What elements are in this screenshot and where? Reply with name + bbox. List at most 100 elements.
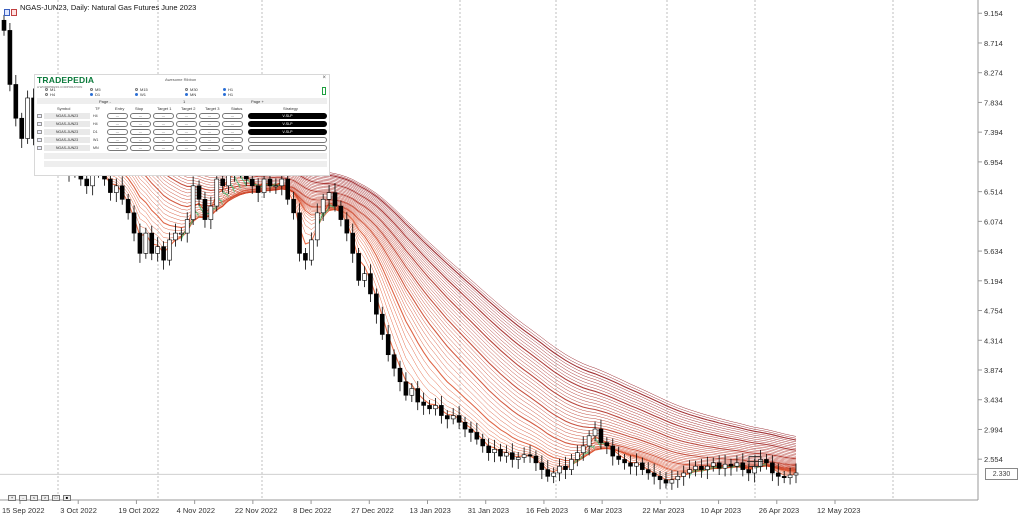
radio-icon	[223, 88, 226, 91]
x-tick-label: 10 Apr 2023	[701, 506, 741, 515]
close-icon[interactable]: ×	[322, 75, 326, 81]
zoom-control-button[interactable]: □	[52, 495, 60, 501]
bull-candle	[184, 219, 190, 234]
y-tick-label: 2.994	[984, 425, 1003, 434]
bear-candle	[651, 472, 657, 477]
bear-candle	[7, 30, 13, 85]
strategy-button[interactable]: V-SLP	[248, 129, 327, 135]
timeframe-label: MN	[190, 92, 197, 97]
timeframe-option[interactable]: H1	[223, 92, 233, 97]
chart-window-icon[interactable]	[4, 3, 18, 16]
zoom-control-button[interactable]: >	[41, 495, 49, 501]
timeframe-option[interactable]: M30	[185, 87, 198, 92]
timeframe-option[interactable]: D1	[90, 92, 100, 97]
timeframe-option[interactable]: M15	[135, 87, 148, 92]
radio-icon	[45, 93, 48, 96]
bear-candle	[391, 354, 397, 369]
bear-candle	[202, 199, 208, 220]
symbol-cell: NGAS-JUN23	[44, 145, 90, 151]
ribbon-line	[98, 141, 797, 471]
bull-candle	[586, 435, 592, 447]
row-checkbox[interactable]	[37, 130, 42, 134]
table-row[interactable]: NGAS-JUN23 W1 --- --- --- --- --- ---	[37, 137, 327, 144]
zoom-control-button[interactable]: ■	[63, 495, 71, 501]
timeframe-cell: H4	[93, 122, 98, 126]
timeframe-label: H4	[50, 92, 56, 97]
x-tick-label: 6 Mar 2023	[584, 506, 622, 515]
page-next-button[interactable]: Page +	[251, 98, 264, 104]
row-checkbox[interactable]	[37, 146, 42, 150]
timeframe-option[interactable]: H4	[45, 92, 55, 97]
bear-candle	[640, 462, 645, 470]
t1-cell: ---	[153, 145, 174, 151]
t1-cell: ---	[153, 137, 174, 143]
bear-candle	[397, 367, 403, 383]
awesome-ribbon-panel[interactable]: TRADEPEDIA A WORDPRESS CORPORATION Aweso…	[34, 74, 330, 176]
table-row[interactable]: NGAS-JUN23 MN --- --- --- --- --- ---	[37, 145, 327, 152]
x-tick-label: 3 Oct 2022	[60, 506, 97, 515]
strategy-button[interactable]: V-SLP	[248, 121, 327, 127]
bear-candle	[19, 117, 25, 139]
t2-cell: ---	[176, 137, 197, 143]
bear-candle	[291, 199, 296, 214]
timeframe-option[interactable]: M1	[45, 87, 56, 92]
strategy-button[interactable]	[248, 145, 327, 151]
bull-candle	[143, 232, 149, 254]
table-row[interactable]: NGAS-JUN23 D1 --- --- --- --- --- --- V-SLP	[37, 129, 327, 136]
bull-candle	[575, 452, 580, 460]
status-indicator	[322, 87, 326, 95]
stop-cell: ---	[130, 145, 151, 151]
x-tick-label: 12 May 2023	[817, 506, 860, 515]
column-header: Symbol	[57, 106, 71, 111]
zoom-control-button[interactable]: <	[30, 495, 38, 501]
bull-candle	[521, 454, 527, 458]
y-tick-label: 7.394	[984, 128, 1003, 137]
y-tick-label: 3.874	[984, 366, 1003, 375]
bull-candle	[155, 246, 160, 254]
zoom-control-button[interactable]: +	[8, 495, 16, 501]
table-row[interactable]: NGAS-JUN23 H4 --- --- --- --- --- --- V-SLP	[37, 113, 327, 120]
bull-candle	[681, 472, 687, 477]
zoom-control-button[interactable]: -	[19, 495, 27, 501]
bear-candle	[468, 428, 474, 433]
bear-candle	[645, 469, 651, 474]
x-tick-label: 22 Nov 2022	[235, 506, 278, 515]
bear-candle	[663, 479, 669, 484]
x-tick-label: 16 Feb 2023	[526, 506, 568, 515]
bear-candle	[379, 313, 385, 335]
bear-candle	[84, 178, 90, 187]
table-row[interactable]: NGAS-JUN23 H4 --- --- --- --- --- --- V-SLP	[37, 121, 327, 128]
bull-candle	[173, 232, 178, 241]
radio-icon	[135, 93, 138, 96]
column-header: Status	[231, 106, 243, 111]
y-tick-label: 4.314	[984, 336, 1003, 345]
bear-candle	[421, 401, 426, 406]
row-checkbox[interactable]	[37, 122, 42, 126]
column-header: Stop	[135, 106, 144, 111]
t3-cell: ---	[199, 145, 220, 151]
t1-cell: ---	[153, 121, 174, 127]
timeframe-label: M5	[95, 87, 101, 92]
bull-candle	[515, 457, 521, 460]
timeframe-option[interactable]: W1	[135, 92, 146, 97]
column-header: Target 3	[205, 106, 220, 111]
timeframe-option[interactable]: H1	[223, 87, 233, 92]
strategy-button[interactable]	[248, 137, 327, 143]
x-tick-label: 8 Dec 2022	[293, 506, 331, 515]
strategy-button[interactable]: V-SLP	[248, 113, 327, 119]
bull-candle	[190, 185, 196, 220]
page-prev-button[interactable]: Page -	[99, 98, 111, 104]
ribbon-bull-segment	[269, 182, 277, 189]
y-tick-label: 6.954	[984, 158, 1003, 167]
timeframe-label: H1	[228, 87, 234, 92]
t3-cell: ---	[199, 137, 220, 143]
entry-cell: ---	[107, 129, 128, 135]
row-checkbox[interactable]	[37, 138, 42, 142]
timeframe-option[interactable]: MN	[185, 92, 196, 97]
bear-candle	[125, 199, 131, 214]
timeframe-option[interactable]: M5	[90, 87, 101, 92]
status-cell: ---	[222, 145, 243, 151]
bull-candle	[261, 178, 267, 193]
row-checkbox[interactable]	[37, 114, 42, 118]
